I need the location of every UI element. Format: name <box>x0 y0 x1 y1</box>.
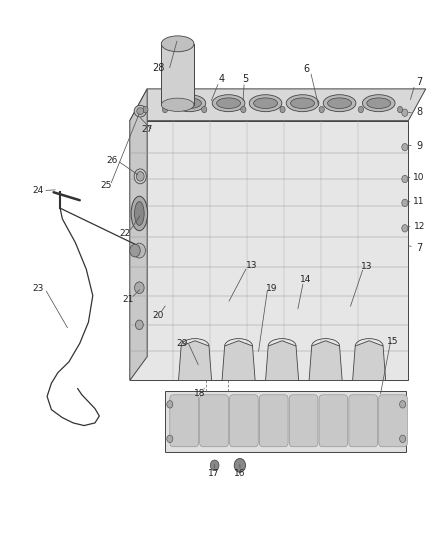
Circle shape <box>162 107 168 113</box>
Ellipse shape <box>133 243 145 258</box>
Polygon shape <box>222 341 255 381</box>
Text: 8: 8 <box>416 107 422 117</box>
Text: 7: 7 <box>416 77 422 87</box>
Ellipse shape <box>249 95 282 112</box>
Ellipse shape <box>134 282 144 294</box>
Text: 21: 21 <box>122 295 133 304</box>
Text: 12: 12 <box>413 222 425 231</box>
Polygon shape <box>130 89 147 381</box>
Ellipse shape <box>286 95 319 112</box>
Ellipse shape <box>134 169 146 184</box>
Ellipse shape <box>161 36 194 52</box>
Polygon shape <box>179 341 212 381</box>
FancyBboxPatch shape <box>349 395 378 447</box>
FancyBboxPatch shape <box>319 395 348 447</box>
Polygon shape <box>353 341 386 381</box>
Text: 7: 7 <box>416 243 422 253</box>
Text: 20: 20 <box>152 311 164 320</box>
Circle shape <box>143 107 148 113</box>
Circle shape <box>399 401 406 408</box>
Ellipse shape <box>137 108 144 115</box>
Text: 13: 13 <box>246 261 258 270</box>
Text: 11: 11 <box>413 197 425 206</box>
Text: 18: 18 <box>194 389 205 398</box>
FancyBboxPatch shape <box>170 395 198 447</box>
Ellipse shape <box>161 98 194 111</box>
Ellipse shape <box>362 95 395 112</box>
Text: 28: 28 <box>152 63 164 72</box>
Text: 16: 16 <box>234 469 246 478</box>
Polygon shape <box>309 341 342 381</box>
Ellipse shape <box>212 95 245 112</box>
Text: 17: 17 <box>208 469 219 478</box>
Text: 14: 14 <box>300 275 312 284</box>
Circle shape <box>130 244 140 257</box>
Text: 13: 13 <box>361 262 373 271</box>
Circle shape <box>167 435 173 442</box>
Ellipse shape <box>367 98 391 109</box>
Ellipse shape <box>254 98 278 109</box>
Ellipse shape <box>173 95 206 112</box>
Circle shape <box>399 435 406 442</box>
Circle shape <box>167 401 173 408</box>
Text: 9: 9 <box>416 141 422 151</box>
Ellipse shape <box>217 98 240 109</box>
Circle shape <box>358 107 364 113</box>
Polygon shape <box>161 44 194 105</box>
Circle shape <box>397 107 403 113</box>
Polygon shape <box>130 120 408 381</box>
Ellipse shape <box>290 98 314 109</box>
Text: 10: 10 <box>413 173 425 182</box>
Ellipse shape <box>135 320 143 329</box>
Ellipse shape <box>323 95 356 112</box>
Ellipse shape <box>131 196 148 231</box>
Text: 27: 27 <box>141 125 153 134</box>
Text: 29: 29 <box>177 339 188 348</box>
Ellipse shape <box>328 98 352 109</box>
Circle shape <box>402 143 408 151</box>
FancyBboxPatch shape <box>259 395 288 447</box>
Text: 23: 23 <box>33 284 44 293</box>
FancyBboxPatch shape <box>200 395 228 447</box>
Polygon shape <box>265 341 299 381</box>
Text: 22: 22 <box>120 229 131 238</box>
FancyBboxPatch shape <box>289 395 318 447</box>
Text: 4: 4 <box>218 74 224 84</box>
Circle shape <box>234 458 246 472</box>
Polygon shape <box>130 89 426 120</box>
FancyBboxPatch shape <box>230 395 258 447</box>
Circle shape <box>210 460 219 471</box>
Circle shape <box>201 107 207 113</box>
Text: 26: 26 <box>107 156 118 165</box>
Text: 19: 19 <box>265 284 277 293</box>
Text: 25: 25 <box>100 181 112 190</box>
Ellipse shape <box>136 172 144 181</box>
Circle shape <box>241 107 246 113</box>
Ellipse shape <box>177 98 201 109</box>
Circle shape <box>402 224 408 232</box>
Circle shape <box>280 107 285 113</box>
Text: 24: 24 <box>33 186 44 195</box>
Circle shape <box>402 109 408 116</box>
Ellipse shape <box>134 106 146 117</box>
Polygon shape <box>165 391 406 452</box>
Circle shape <box>402 175 408 183</box>
Ellipse shape <box>134 201 144 225</box>
Circle shape <box>402 199 408 207</box>
Text: 15: 15 <box>387 337 399 346</box>
Circle shape <box>319 107 324 113</box>
FancyBboxPatch shape <box>379 395 407 447</box>
Text: 6: 6 <box>303 64 309 74</box>
Text: 5: 5 <box>242 74 248 84</box>
